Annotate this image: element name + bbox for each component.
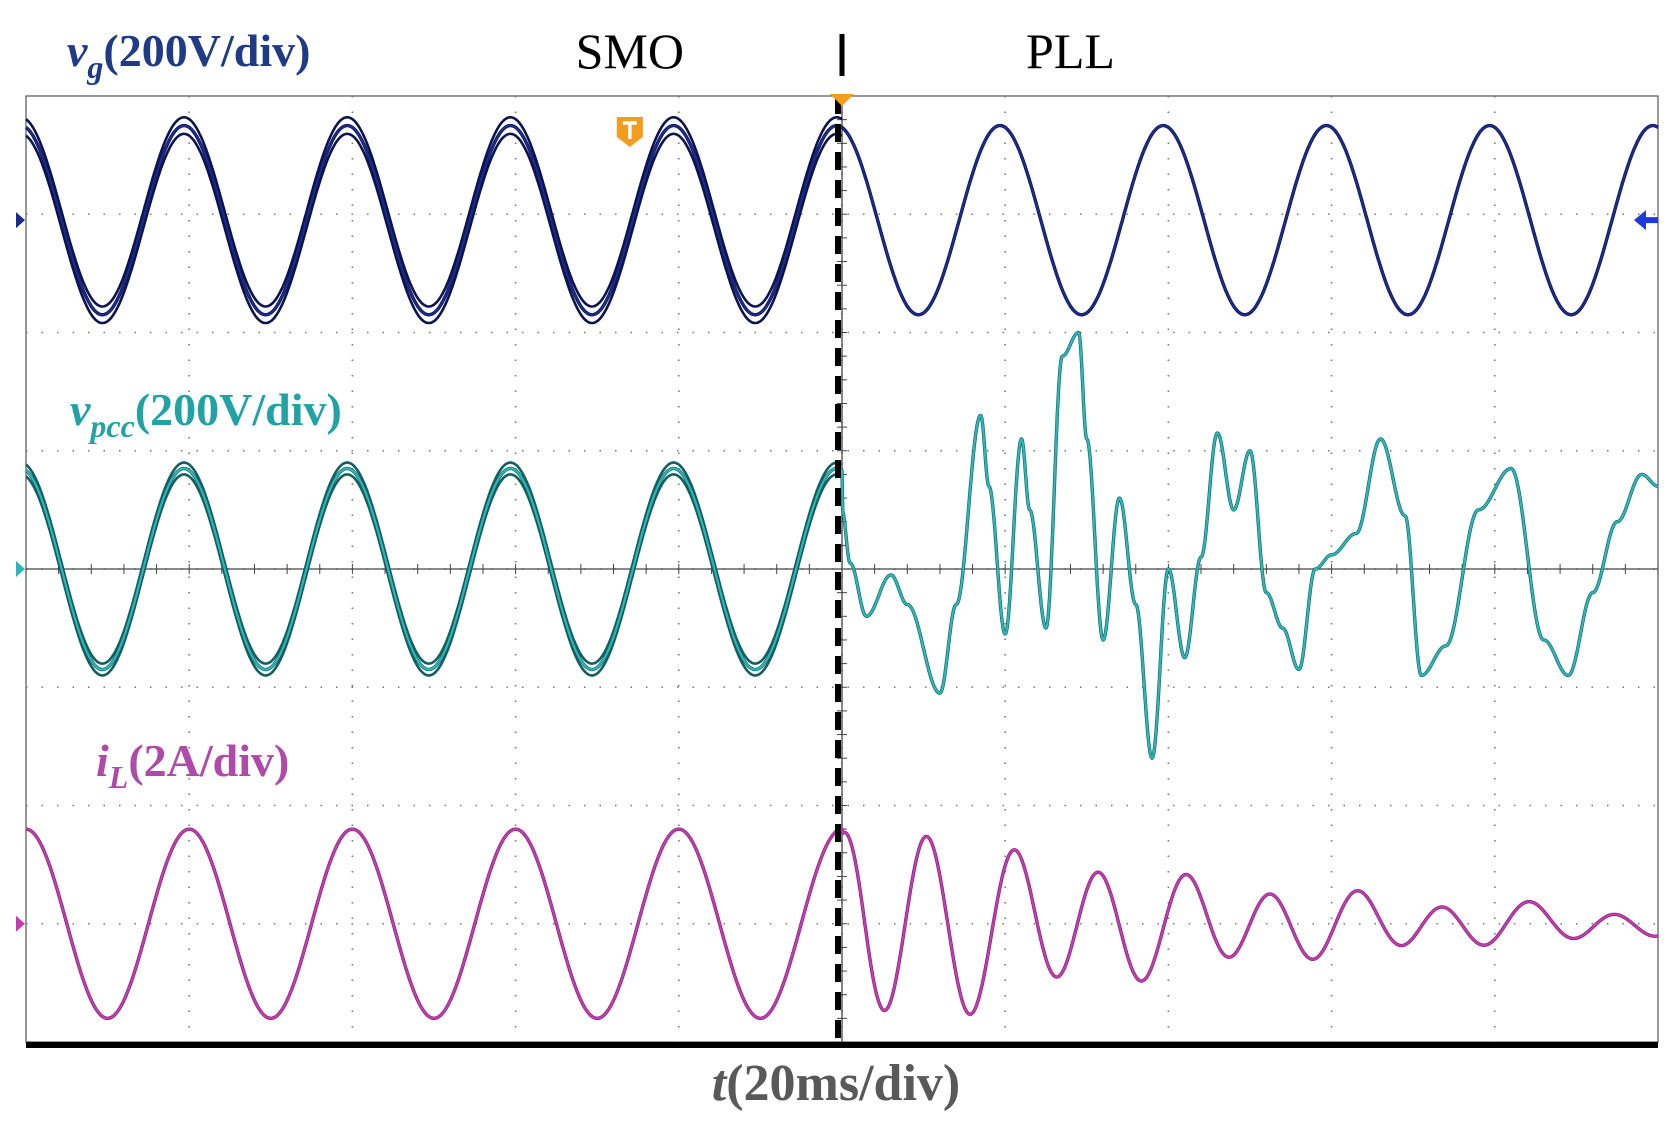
- vg-ripple-lower: [25, 132, 843, 325]
- il-label: iL(2A/div): [96, 735, 289, 795]
- trigger-position-icon: [830, 94, 854, 106]
- pll-region-label: PLL: [1026, 23, 1115, 79]
- vg-trace: [25, 124, 1659, 316]
- vpcc-ripple-upper: [25, 461, 843, 665]
- iL-ground-marker: [16, 915, 25, 932]
- traces: [16, 116, 1659, 1020]
- trigger-level-icon: [1634, 210, 1658, 231]
- iL-trace: [25, 828, 1659, 1020]
- vg-label-main: v: [67, 25, 88, 76]
- il-label-sub: L: [108, 759, 129, 795]
- vg-ripple-upper: [25, 116, 843, 308]
- vpcc-ripple-lower: [25, 473, 843, 677]
- il-label-unit: (2A/div): [128, 735, 289, 786]
- x-axis-label: t(20ms/div): [712, 1055, 960, 1112]
- vg-ground-marker: [16, 212, 25, 229]
- vpcc-label-unit: (200V/div): [135, 384, 342, 435]
- trigger-t-glyph: [622, 121, 637, 139]
- vpcc-trace: [25, 331, 1659, 760]
- vg-label-sub: g: [86, 49, 103, 85]
- vpcc-label-sub: pcc: [87, 408, 134, 444]
- vg-label-unit: (200V/div): [103, 25, 310, 76]
- markers: [616, 34, 1658, 1042]
- il-label-main: i: [96, 735, 109, 786]
- vpcc-label: vpcc(200V/div): [70, 384, 342, 444]
- smo-region-label: SMO: [576, 23, 684, 79]
- x-axis-unit: (20ms/div): [726, 1055, 960, 1112]
- vg-label: vg(200V/div): [67, 25, 310, 85]
- vpcc-label-main: v: [70, 384, 91, 435]
- x-axis-var: t: [712, 1055, 728, 1112]
- vpcc-ground-marker: [16, 561, 25, 577]
